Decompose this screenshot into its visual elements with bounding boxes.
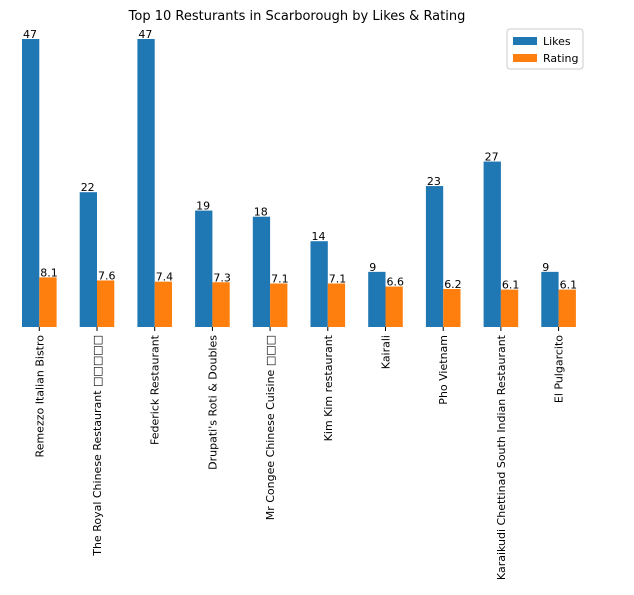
bar-likes-2: [79, 192, 97, 327]
bar-label-likes-2: 22: [81, 181, 95, 194]
bar-rating-3: [154, 281, 172, 327]
bar-rating-5: [270, 283, 288, 327]
bar-rating-6: [327, 283, 346, 327]
bar-likes-6: [310, 241, 328, 327]
x-tick-label-9: Karaikudi Chettinad South Indian Restaur…: [495, 334, 508, 580]
bar-likes-9: [483, 161, 501, 327]
bar-rating-7: [385, 286, 403, 327]
bar-label-likes-6: 14: [312, 230, 326, 243]
legend-label-rating: Rating: [543, 52, 578, 65]
x-tick-label-2: The Royal Chinese Restaurant □□□□□: [91, 335, 104, 557]
bar-likes-8: [425, 186, 444, 327]
legend-swatch-likes: [513, 37, 537, 45]
bar-likes-7: [368, 271, 386, 327]
bar-label-rating-8: 6.2: [444, 278, 462, 291]
legend-label-likes: Likes: [543, 35, 571, 48]
bar-label-rating-6: 7.1: [329, 272, 347, 285]
bar-label-rating-10: 6.1: [560, 279, 578, 292]
bar-likes-3: [137, 39, 155, 327]
bar-label-rating-3: 7.4: [156, 271, 174, 284]
bar-label-likes-8: 23: [427, 175, 441, 188]
bar-label-rating-2: 7.6: [98, 269, 116, 282]
tick-labels-group: Remezzo Italian Bistro The Royal Chinese …: [33, 327, 566, 580]
bar-label-likes-3: 47: [138, 28, 152, 41]
legend-swatch-rating: [513, 54, 537, 62]
bar-label-likes-5: 18: [254, 206, 268, 219]
x-tick-label-10: El Pulgarcito: [553, 335, 566, 403]
bar-rating-8: [443, 289, 461, 327]
bar-rating-10: [558, 289, 576, 327]
bar-likes-5: [252, 216, 271, 327]
bar-label-likes-9: 27: [485, 151, 499, 164]
bar-rating-4: [212, 282, 230, 327]
x-tick-label-1: Remezzo Italian Bistro: [33, 335, 46, 458]
bar-label-rating-7: 6.6: [387, 276, 405, 289]
x-tick-label-6: Kim Kim restaurant: [322, 334, 335, 441]
bar-label-likes-7: 9: [369, 261, 376, 274]
bar-label-rating-1: 8.1: [40, 266, 58, 279]
x-tick-label-7: Kairali: [380, 335, 393, 369]
x-tick-label-5: Mr Congee Chinese Cuisine □□□: [264, 335, 277, 520]
bar-rating-9: [500, 289, 519, 327]
bar-label-rating-4: 7.3: [213, 271, 231, 284]
bar-label-likes-1: 47: [23, 28, 37, 41]
x-tick-label-4: Drupati's Roti & Doubles: [206, 335, 219, 470]
bar-label-likes-10: 9: [542, 261, 549, 274]
legend: Likes Rating: [506, 28, 584, 70]
bar-label-rating-9: 6.1: [502, 279, 520, 292]
bar-rating-2: [97, 280, 115, 327]
bar-label-likes-4: 19: [196, 200, 210, 213]
bar-likes-1: [22, 39, 40, 327]
x-tick-label-8: Pho Vietnam: [437, 335, 450, 405]
bar-likes-10: [541, 271, 559, 327]
chart-title: Top 10 Resturants in Scarborough by Like…: [128, 9, 466, 24]
bar-labels-group: 47 8.1 22 7.6 47 7.4 19 7.3 18 7.1 14 7.1 9 6.6 23 6.2 2…: [23, 28, 577, 292]
bar-rating-1: [39, 277, 57, 327]
bars-group: [22, 39, 576, 327]
bar-likes-4: [195, 210, 213, 327]
x-tick-label-3: Federick Restaurant: [149, 334, 162, 445]
bar-label-rating-5: 7.1: [271, 272, 289, 285]
